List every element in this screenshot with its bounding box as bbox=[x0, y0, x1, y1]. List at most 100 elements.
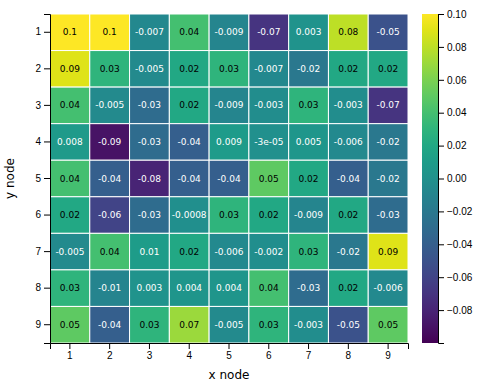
colorbar-tick-label: −0.02 bbox=[447, 206, 473, 217]
y-tick-mark bbox=[44, 32, 50, 33]
data-label: 0.009 bbox=[216, 137, 242, 147]
data-label: -0.005 bbox=[214, 320, 243, 330]
heatmap-cell bbox=[209, 160, 249, 197]
heatmap-cell bbox=[289, 87, 329, 124]
y-axis-line bbox=[44, 15, 51, 344]
heatmap-cell bbox=[130, 160, 170, 197]
data-label: 0.004 bbox=[176, 283, 202, 293]
y-tick: 5 bbox=[35, 173, 50, 184]
y-tick-mark bbox=[44, 288, 50, 289]
data-label: 0.008 bbox=[57, 137, 83, 147]
y-tick-label: 3 bbox=[35, 100, 41, 111]
x-tick-label: 9 bbox=[385, 350, 391, 361]
x-tick-mark bbox=[189, 343, 190, 349]
colorbar-tick: 0.02 bbox=[438, 140, 467, 151]
data-label: -0.04 bbox=[217, 174, 241, 184]
colorbar: 0.100.080.060.040.020.00−0.02−0.04−0.06−… bbox=[422, 9, 473, 344]
colorbar-tick-mark bbox=[438, 244, 444, 245]
heatmap-cell bbox=[50, 124, 90, 161]
x-tick-mark bbox=[268, 343, 269, 349]
data-label: 0.03 bbox=[100, 64, 120, 74]
heatmap-cell bbox=[368, 14, 408, 51]
data-label: -0.08 bbox=[138, 174, 162, 184]
x-axis: 123456789 bbox=[51, 343, 409, 361]
data-label: -0.07 bbox=[257, 27, 280, 37]
y-tick-label: 9 bbox=[35, 319, 41, 330]
heatmap-cell bbox=[328, 160, 368, 197]
heatmap-cell bbox=[130, 233, 170, 270]
heatmap-cell bbox=[368, 160, 408, 197]
heatmap-cell bbox=[130, 14, 170, 51]
data-label: 0.02 bbox=[338, 64, 358, 74]
heatmap-cell bbox=[90, 87, 130, 124]
data-label: 0.003 bbox=[296, 27, 322, 37]
data-label: -0.06 bbox=[98, 210, 122, 220]
heatmap-cell bbox=[169, 306, 209, 343]
data-label: 0.02 bbox=[378, 64, 398, 74]
data-label: -0.003 bbox=[254, 100, 283, 110]
data-label: -0.07 bbox=[376, 100, 399, 110]
x-tick: 3 bbox=[147, 343, 153, 361]
cell-labels: 0.10.1-0.0070.04-0.009-0.070.0030.08-0.0… bbox=[55, 27, 403, 329]
data-label: -0.04 bbox=[178, 174, 202, 184]
data-label: 0.04 bbox=[100, 247, 120, 257]
data-label: 0.02 bbox=[179, 247, 199, 257]
colorbar-tick-label: 0.02 bbox=[447, 140, 467, 151]
data-label: -0.006 bbox=[334, 137, 363, 147]
data-label: -0.03 bbox=[138, 100, 161, 110]
y-tick: 6 bbox=[35, 209, 50, 220]
heatmap-cell bbox=[328, 87, 368, 124]
colorbar-tick-label: 0.10 bbox=[447, 9, 467, 20]
x-tick: 6 bbox=[266, 343, 272, 361]
colorbar-tick-label: 0.00 bbox=[447, 173, 467, 184]
heatmap-cell bbox=[328, 270, 368, 307]
x-tick: 1 bbox=[67, 343, 73, 361]
heatmap-cell bbox=[90, 233, 130, 270]
heatmap-cell bbox=[289, 51, 329, 88]
heatmap-cell bbox=[130, 51, 170, 88]
heatmap-cell bbox=[249, 197, 289, 234]
y-tick-mark bbox=[44, 215, 50, 216]
y-tick-mark bbox=[44, 105, 50, 106]
colorbar-tick-mark bbox=[438, 310, 444, 311]
x-tick-label: 5 bbox=[226, 350, 232, 361]
data-label: 0.03 bbox=[60, 283, 80, 293]
x-tick: 2 bbox=[107, 343, 113, 361]
data-label: -0.05 bbox=[376, 27, 399, 37]
y-tick-mark bbox=[44, 324, 50, 325]
colorbar-tick: 0.10 bbox=[438, 9, 467, 20]
x-tick: 7 bbox=[306, 343, 312, 361]
data-label: -0.009 bbox=[214, 100, 243, 110]
data-label: 0.02 bbox=[299, 174, 319, 184]
colorbar-tick-mark bbox=[438, 47, 444, 48]
heatmap-cell bbox=[209, 124, 249, 161]
heatmap-cell bbox=[90, 160, 130, 197]
x-tick: 9 bbox=[385, 343, 391, 361]
heatmap-cell bbox=[328, 51, 368, 88]
x-tick-label: 4 bbox=[186, 350, 192, 361]
heatmap-cell bbox=[289, 306, 329, 343]
heatmap-cell bbox=[90, 14, 130, 51]
heatmap-cell bbox=[90, 197, 130, 234]
data-label: 0.09 bbox=[60, 64, 80, 74]
data-label: 0.02 bbox=[179, 64, 199, 74]
data-label: 0.05 bbox=[378, 320, 398, 330]
data-label: -0.04 bbox=[178, 137, 202, 147]
y-tick-label: 1 bbox=[35, 26, 41, 37]
heatmap-cell bbox=[328, 197, 368, 234]
data-label: -0.007 bbox=[135, 27, 164, 37]
heatmap-cell bbox=[50, 197, 90, 234]
x-tick: 5 bbox=[226, 343, 232, 361]
heatmap-cell bbox=[209, 14, 249, 51]
data-label: -0.02 bbox=[337, 247, 360, 257]
colorbar-gradient bbox=[422, 14, 438, 343]
colorbar-tick: −0.06 bbox=[438, 272, 473, 283]
heatmap-cell bbox=[169, 87, 209, 124]
data-label: -0.007 bbox=[254, 64, 283, 74]
data-label: -0.005 bbox=[135, 64, 164, 74]
data-label: -0.009 bbox=[214, 27, 243, 37]
data-label: 0.04 bbox=[60, 174, 80, 184]
colorbar-tick: −0.04 bbox=[438, 239, 473, 250]
colorbar-tick: −0.02 bbox=[438, 206, 473, 217]
heatmap-cell bbox=[368, 124, 408, 161]
